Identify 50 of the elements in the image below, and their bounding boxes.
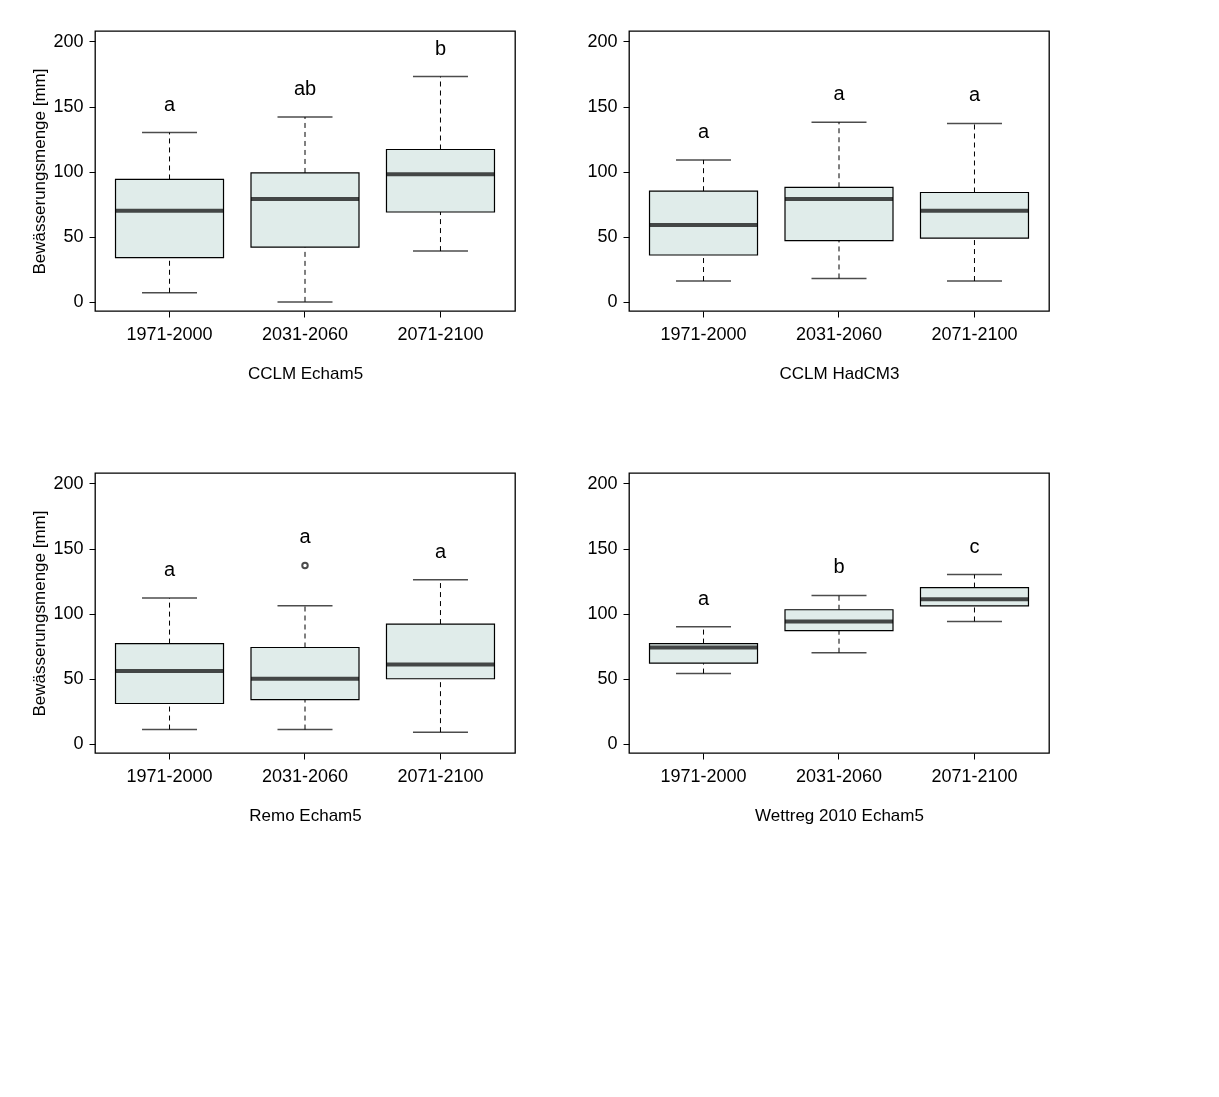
annotation: a bbox=[163, 558, 176, 581]
x-axis-title: Wettreg 2010 Echam5 bbox=[755, 805, 924, 825]
y-tick-label: 50 bbox=[63, 226, 84, 247]
y-tick-label: 200 bbox=[53, 472, 84, 493]
annotation: a bbox=[833, 82, 846, 105]
y-tick-label: 200 bbox=[53, 30, 84, 51]
annotation: c bbox=[969, 534, 980, 557]
y-axis-title: Bewässerungsmenge [mm] bbox=[30, 68, 50, 275]
x-axis-title: CCLM Echam5 bbox=[247, 363, 364, 383]
x-tick-label: 2031-2060 bbox=[795, 765, 883, 786]
y-tick-label: 100 bbox=[587, 603, 618, 624]
x-tick-label: 2031-2060 bbox=[261, 323, 349, 344]
y-tick-label: 100 bbox=[53, 603, 84, 624]
annotation: b bbox=[434, 36, 447, 59]
x-tick-label: 1971-2000 bbox=[660, 323, 747, 344]
y-tick-label: 200 bbox=[587, 30, 618, 51]
x-axis-title: CCLM HadCM3 bbox=[779, 363, 900, 383]
y-tick-label: 150 bbox=[53, 96, 84, 117]
x-tick-label: 1971-2000 bbox=[126, 323, 213, 344]
y-tick-label: 50 bbox=[597, 226, 618, 247]
x-tick-label: 2071-2100 bbox=[397, 765, 484, 786]
y-tick-label: 50 bbox=[63, 668, 84, 689]
annotation: a bbox=[299, 525, 312, 548]
x-tick-label: 2071-2100 bbox=[931, 323, 1018, 344]
x-tick-label: 1971-2000 bbox=[660, 765, 747, 786]
annotation: ab bbox=[293, 76, 317, 99]
annotation: a bbox=[163, 92, 176, 115]
annotation: a bbox=[434, 539, 447, 562]
y-tick-label: 100 bbox=[53, 161, 84, 182]
annotation: a bbox=[697, 586, 710, 609]
y-tick-label: 0 bbox=[73, 291, 84, 312]
y-tick-label: 50 bbox=[597, 668, 618, 689]
y-tick-label: 0 bbox=[73, 733, 84, 754]
y-tick-label: 0 bbox=[607, 733, 618, 754]
x-axis-title: Remo Echam5 bbox=[249, 805, 362, 825]
y-tick-label: 150 bbox=[53, 538, 84, 559]
annotation: a bbox=[697, 119, 710, 142]
y-tick-label: 150 bbox=[587, 538, 618, 559]
x-tick-label: 2031-2060 bbox=[261, 765, 349, 786]
y-tick-label: 200 bbox=[587, 472, 618, 493]
x-tick-label: 1971-2000 bbox=[126, 765, 213, 786]
annotation: a bbox=[968, 83, 981, 106]
y-tick-label: 100 bbox=[587, 161, 618, 182]
x-tick-label: 2031-2060 bbox=[795, 323, 883, 344]
x-tick-label: 2071-2100 bbox=[931, 765, 1018, 786]
y-tick-label: 150 bbox=[587, 96, 618, 117]
y-tick-label: 0 bbox=[607, 291, 618, 312]
x-tick-label: 2071-2100 bbox=[397, 323, 484, 344]
annotation: b bbox=[833, 555, 845, 578]
y-axis-title: Bewässerungsmenge [mm] bbox=[30, 510, 50, 717]
